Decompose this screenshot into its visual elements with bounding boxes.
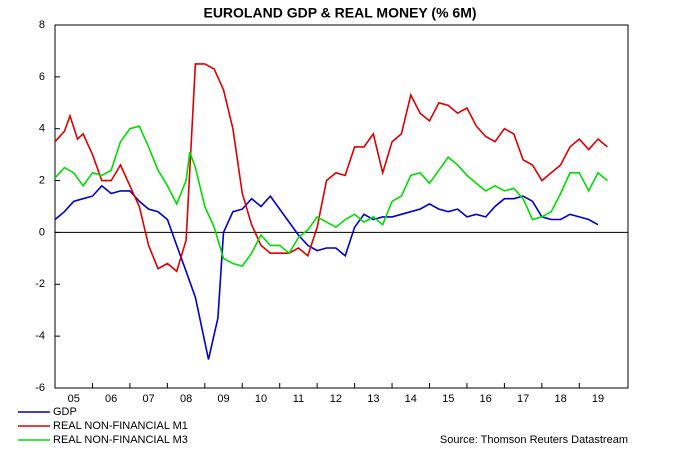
x-tick-label: 10 <box>255 393 267 405</box>
y-tick-label: 2 <box>39 174 45 186</box>
legend-label: REAL NON-FINANCIAL M3 <box>53 434 188 446</box>
x-tick-label: 14 <box>405 393 417 405</box>
y-tick-label: 4 <box>39 123 45 135</box>
plot-frame <box>54 24 629 389</box>
legend-label: GDP <box>53 406 77 418</box>
series-line <box>54 125 608 268</box>
x-tick-label: 18 <box>554 393 566 405</box>
x-tick-label: 19 <box>592 393 604 405</box>
y-tick-label: -2 <box>35 278 45 290</box>
chart-title: EUROLAND GDP & REAL MONEY (% 6M) <box>203 5 476 21</box>
y-tick-label: 8 <box>39 19 45 31</box>
x-tick-label: 08 <box>180 393 192 405</box>
legend-label: REAL NON-FINANCIAL M1 <box>53 420 188 432</box>
x-tick-label: 15 <box>442 393 454 405</box>
x-tick-label: 12 <box>330 393 342 405</box>
y-tick-label: 0 <box>39 226 45 238</box>
x-tick-label: 05 <box>68 393 80 405</box>
x-tick-label: 11 <box>293 393 304 405</box>
series-line <box>54 184 599 360</box>
x-tick-label: 13 <box>367 393 379 405</box>
source-note: Source: Thomson Reuters Datastream <box>440 434 628 446</box>
y-tick-label: 6 <box>39 71 45 83</box>
x-tick-label: 06 <box>105 393 117 405</box>
x-tick-label: 17 <box>517 393 529 405</box>
x-tick-label: 07 <box>143 393 155 405</box>
x-tick-label: 09 <box>217 393 229 405</box>
x-tick-label: 16 <box>480 393 492 405</box>
y-tick-label: -6 <box>35 382 45 394</box>
y-tick-label: -4 <box>35 330 45 342</box>
series-line <box>54 63 608 273</box>
